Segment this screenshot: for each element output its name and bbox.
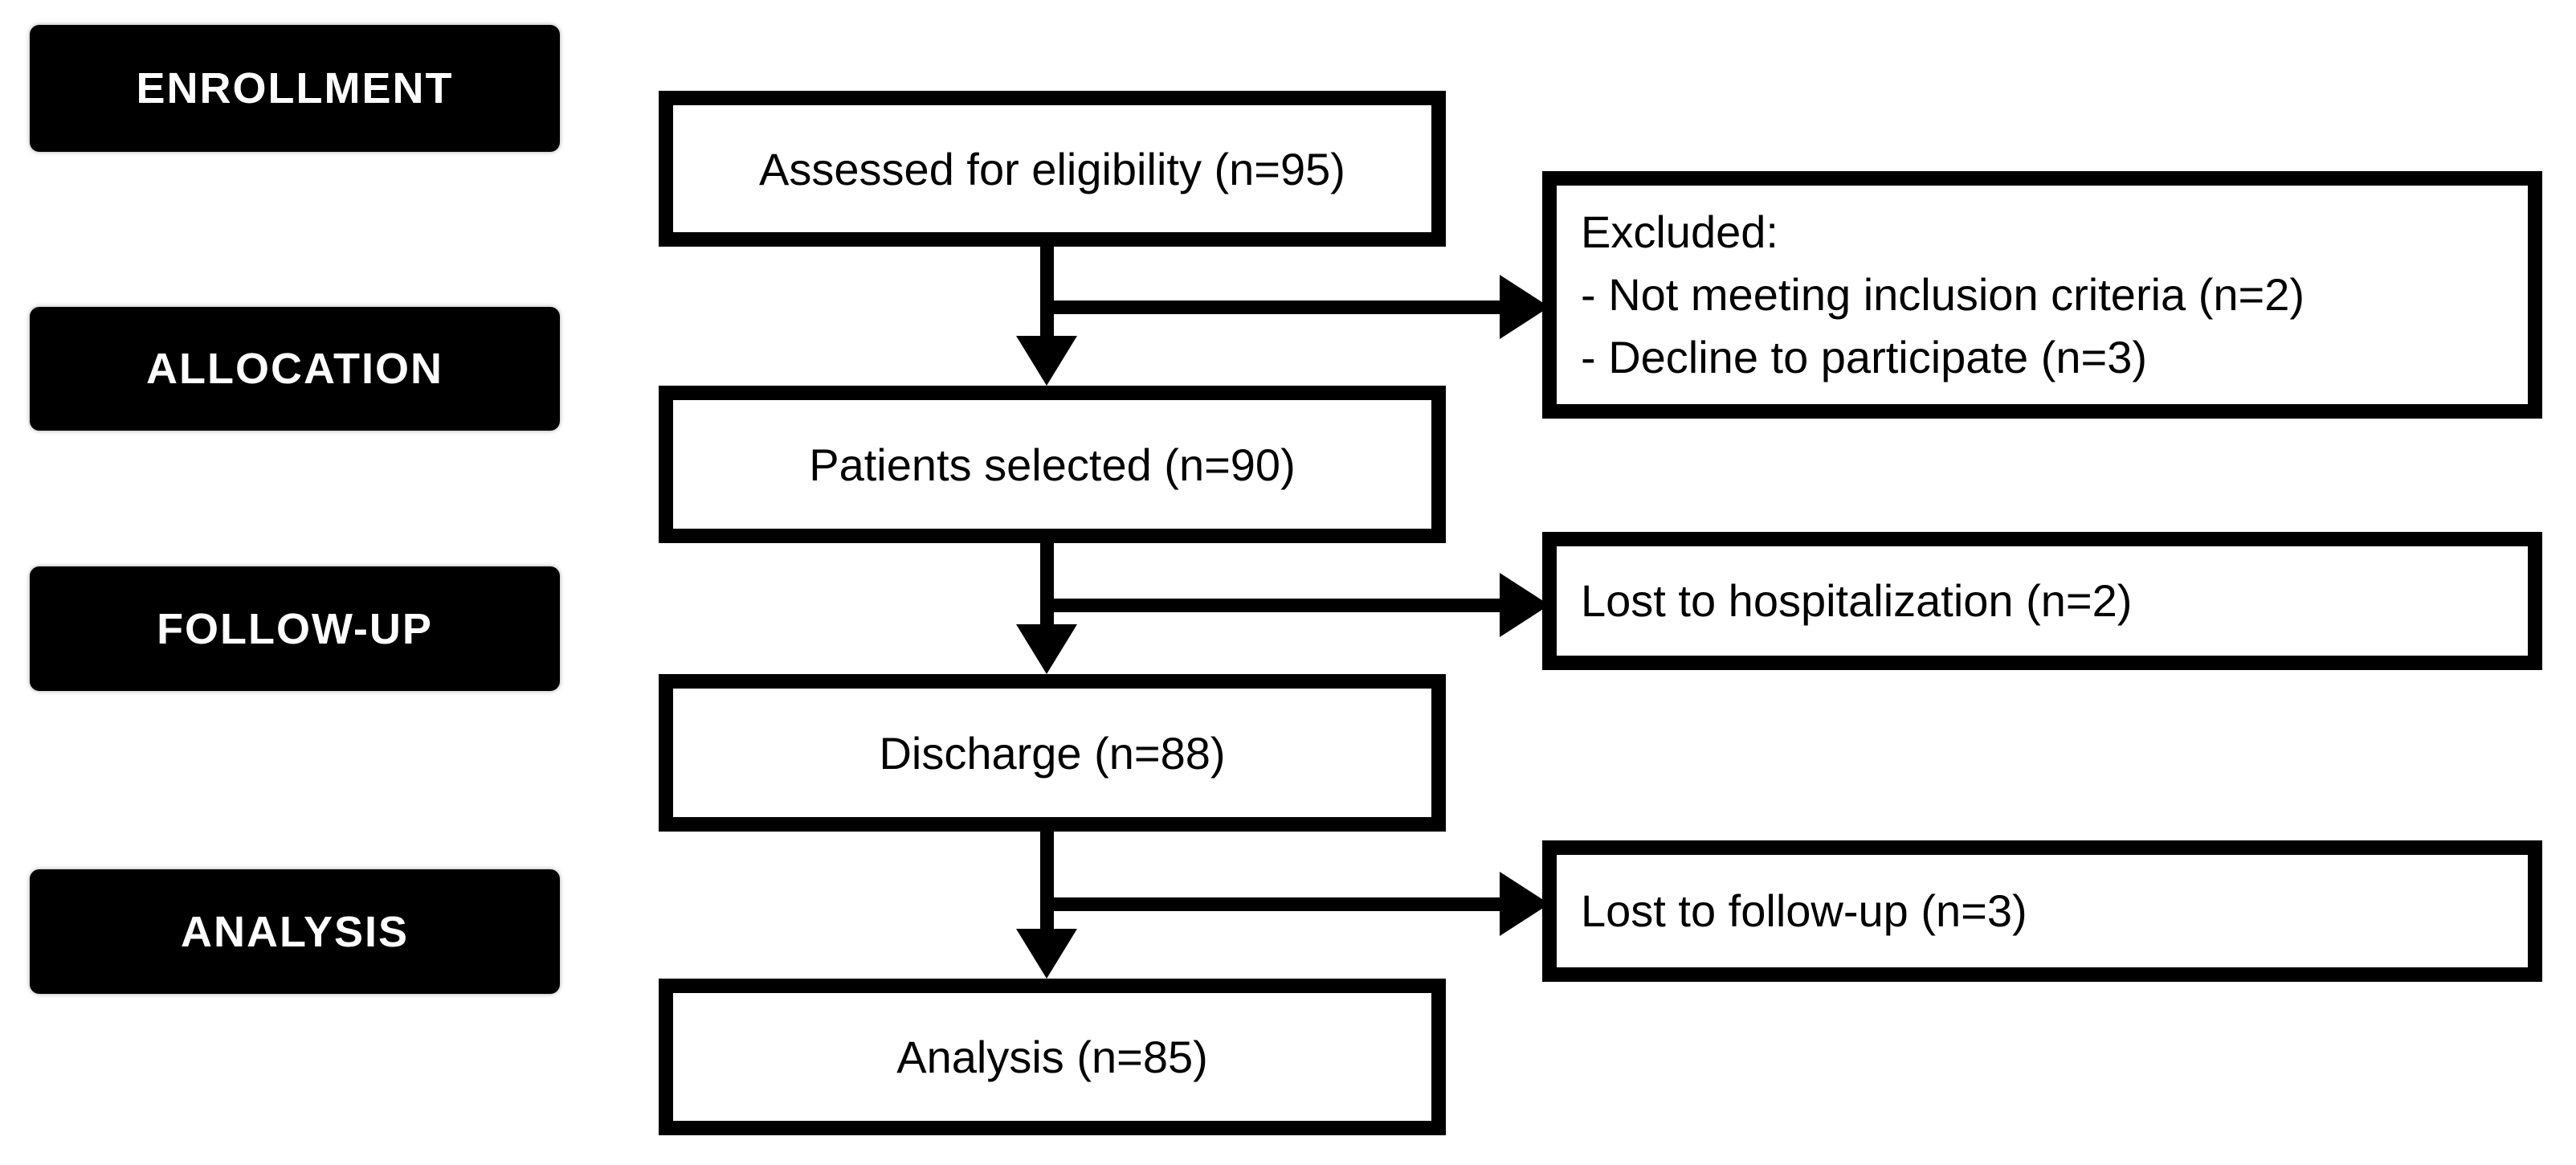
down-arrowhead-icon (1016, 624, 1077, 674)
down-arrowhead-icon (1016, 929, 1077, 979)
connector-discharge-to-lost-follow-up-line (1040, 897, 1501, 911)
side-box-line: - Decline to participate (n=3) (1581, 332, 2148, 382)
side-box-excluded: Excluded: - Not meeting inclusion criter… (1542, 171, 2542, 419)
flow-box-label: Analysis (n=85) (896, 1032, 1208, 1082)
side-box-line: Lost to hospitalization (n=2) (1581, 575, 2133, 626)
connector-patients-to-lost-hospitalization-line (1040, 599, 1501, 612)
connector-patients-to-discharge-line (1040, 543, 1054, 635)
right-arrowhead-icon (1500, 872, 1549, 936)
side-box-line: Lost to follow-up (n=3) (1581, 885, 2027, 936)
right-arrowhead-icon (1500, 573, 1549, 637)
flow-box-label: Discharge (n=88) (879, 727, 1226, 779)
connector-discharge-to-analysis-line (1040, 832, 1054, 938)
flow-box-label: Patients selected (n=90) (809, 439, 1296, 490)
connector-assessed-to-excluded-line (1040, 300, 1501, 314)
flow-box-label: Assessed for eligibility (n=95) (759, 143, 1345, 194)
stage-label-analysis: ANALYSIS (30, 869, 560, 994)
stage-label-enrollment: ENROLLMENT (30, 25, 560, 152)
flow-box-discharge: Discharge (n=88) (659, 674, 1446, 832)
side-box-lost-to-follow-up: Lost to follow-up (n=3) (1542, 840, 2542, 982)
flow-box-assessed-for-eligibility: Assessed for eligibility (n=95) (659, 91, 1446, 247)
flow-box-patients-selected: Patients selected (n=90) (659, 386, 1446, 543)
side-box-lost-to-hospitalization: Lost to hospitalization (n=2) (1542, 532, 2542, 670)
right-arrowhead-icon (1500, 275, 1549, 339)
stage-label-allocation: ALLOCATION (30, 307, 560, 431)
connector-assessed-to-patients-line (1040, 247, 1054, 345)
stage-label-follow-up: FOLLOW-UP (30, 566, 560, 691)
side-box-line: Excluded: (1581, 206, 1778, 257)
side-box-line: - Not meeting inclusion criteria (n=2) (1581, 269, 2305, 320)
flow-box-analysis: Analysis (n=85) (659, 979, 1446, 1135)
down-arrowhead-icon (1016, 336, 1077, 386)
